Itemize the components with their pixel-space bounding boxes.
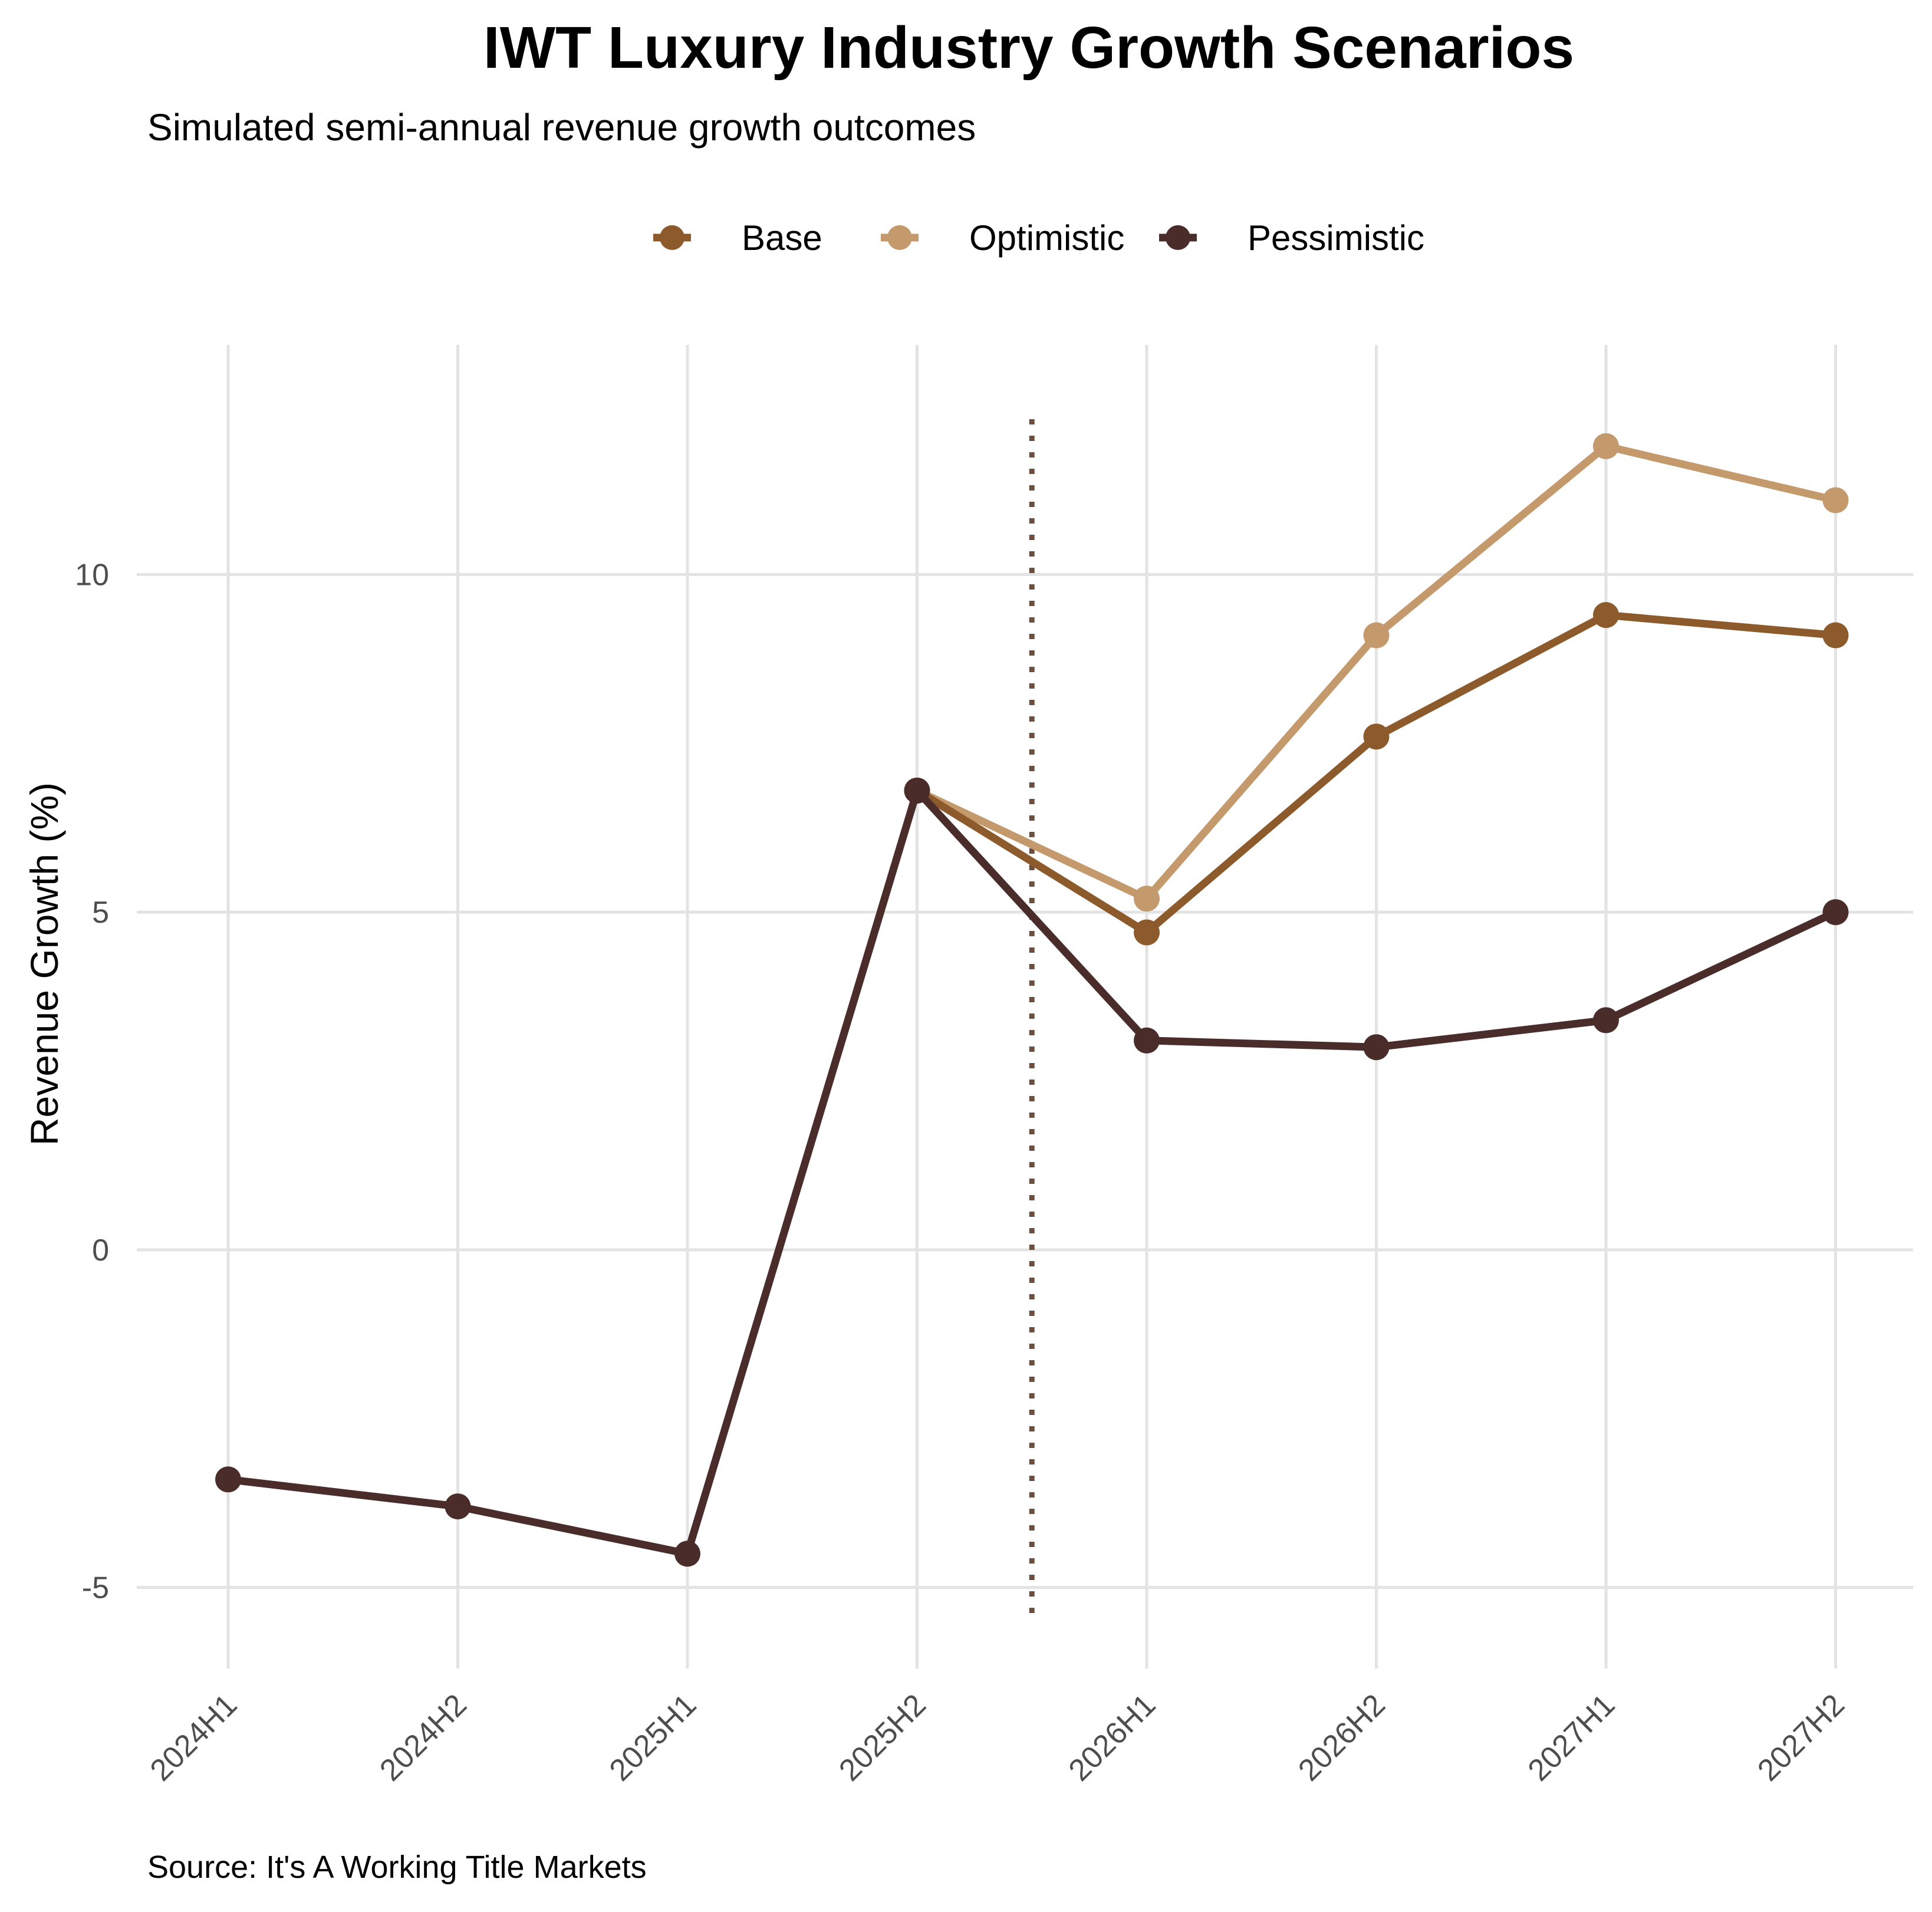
- x-tick-label: 2025H1: [603, 1687, 703, 1788]
- y-axis-ticks: -5 0 5 10: [75, 558, 109, 1605]
- data-point-base: [1134, 919, 1160, 946]
- series-pessimistic: [215, 777, 1849, 1567]
- data-point-pessimistic: [215, 1466, 241, 1493]
- legend-key-point: [1166, 225, 1190, 250]
- data-point-optimistic: [1134, 886, 1160, 912]
- gridlines: [137, 345, 1913, 1669]
- data-point-optimistic: [1822, 487, 1849, 514]
- legend-item-optimistic: Optimistic: [881, 218, 1124, 258]
- data-point-pessimistic: [1134, 1027, 1160, 1054]
- y-tick-label: 10: [75, 558, 109, 592]
- data-point-optimistic: [1363, 622, 1390, 649]
- x-tick-label: 2024H2: [373, 1687, 473, 1788]
- data-point-base: [1363, 723, 1390, 750]
- legend-label: Pessimistic: [1248, 218, 1424, 258]
- data-point-pessimistic: [674, 1541, 700, 1567]
- x-tick-label: 2026H1: [1062, 1687, 1163, 1788]
- x-axis-ticks: 2024H1 2024H2 2025H1 2025H2 2026H1 2026H2 2027…: [144, 1687, 1851, 1788]
- chart-subtitle: Simulated semi-annual revenue growth out…: [147, 106, 976, 149]
- y-tick-label: -5: [82, 1571, 109, 1605]
- x-tick-label: 2025H2: [832, 1687, 933, 1788]
- x-tick-label: 2026H2: [1292, 1687, 1392, 1788]
- y-tick-label: 5: [92, 896, 109, 930]
- chart-caption: Source: It's A Working Title Markets: [147, 1850, 647, 1885]
- x-tick-label: 2024H1: [144, 1687, 244, 1788]
- y-tick-label: 0: [92, 1233, 109, 1268]
- data-point-pessimistic: [1363, 1034, 1390, 1061]
- data-point-pessimistic: [1593, 1007, 1619, 1034]
- series-group: [215, 433, 1849, 1567]
- x-tick-label: 2027H1: [1522, 1687, 1622, 1788]
- legend: Base Optimistic Pessimistic: [653, 218, 1424, 258]
- data-point-base: [1822, 622, 1849, 649]
- legend-key-point: [887, 225, 912, 250]
- data-point-pessimistic: [904, 777, 930, 804]
- chart-title: IWT Luxury Industry Growth Scenarios: [483, 15, 1574, 81]
- data-point-pessimistic: [1822, 899, 1849, 926]
- x-tick-label: 2027H2: [1751, 1687, 1851, 1788]
- data-point-base: [1593, 602, 1619, 628]
- data-point-pessimistic: [445, 1493, 471, 1520]
- legend-label: Optimistic: [969, 218, 1124, 258]
- legend-key-point: [660, 225, 684, 250]
- legend-item-pessimistic: Pessimistic: [1159, 218, 1424, 258]
- data-point-optimistic: [1593, 433, 1619, 459]
- legend-item-base: Base: [653, 218, 822, 258]
- series-line-pessimistic: [224, 786, 1839, 1558]
- legend-label: Base: [742, 218, 822, 258]
- y-axis-label: Revenue Growth (%): [22, 782, 66, 1146]
